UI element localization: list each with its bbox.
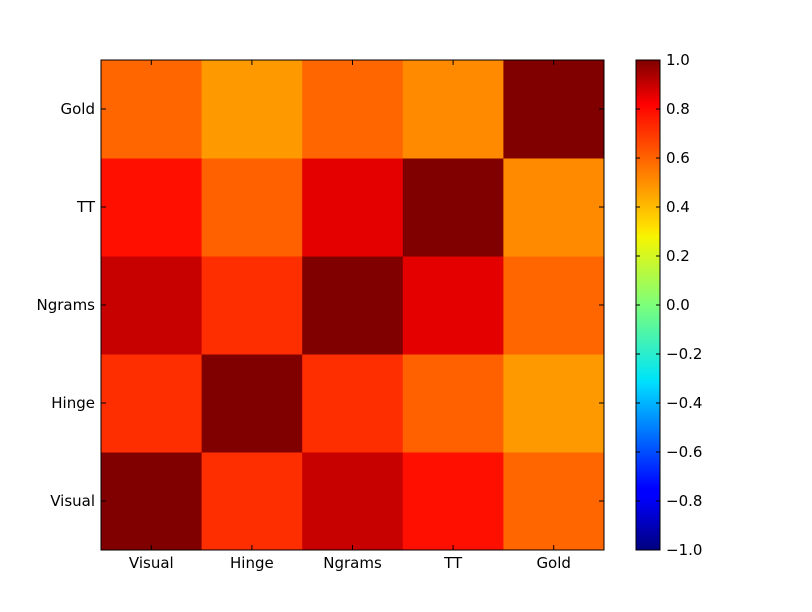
colorbar-tick-label: −0.8 xyxy=(666,492,702,510)
heatmap-cell xyxy=(402,256,504,355)
heatmap-cell xyxy=(503,452,605,551)
y-tick-label: Visual xyxy=(50,492,95,510)
y-axis: Visual Hinge Ngrams TT Gold xyxy=(36,100,604,510)
heatmap-cell xyxy=(302,452,404,551)
heatmap-cell xyxy=(201,256,303,355)
colorbar-tick-label: 0.0 xyxy=(666,296,690,314)
colorbar-tick-label: −0.4 xyxy=(666,394,702,412)
colorbar-tick-label: −0.2 xyxy=(666,345,702,363)
colorbar-tick-label: 1.0 xyxy=(666,51,690,69)
heatmap-cell xyxy=(402,158,504,257)
x-axis: Visual Hinge Ngrams TT Gold xyxy=(129,60,571,572)
colorbar-tick-label: 0.2 xyxy=(666,247,690,265)
heatmap-cell xyxy=(201,354,303,453)
heatmap-cell xyxy=(302,158,404,257)
x-tick-label: Gold xyxy=(536,554,571,572)
heatmap-cell xyxy=(503,256,605,355)
heatmap-cell xyxy=(101,354,203,453)
x-tick-label: Ngrams xyxy=(323,554,382,572)
colorbar-tick-label: 0.4 xyxy=(666,198,690,216)
heatmap-cell xyxy=(302,354,404,453)
y-tick-label: TT xyxy=(76,198,96,216)
heatmap-cell xyxy=(302,60,404,159)
colorbar-tick-label: −0.6 xyxy=(666,443,702,461)
heatmap-cells xyxy=(101,60,605,551)
colorbar-tick-label: −1.0 xyxy=(666,541,702,559)
heatmap-cell xyxy=(101,452,203,551)
heatmap-cell xyxy=(101,60,203,159)
heatmap-cell xyxy=(503,354,605,453)
x-tick-label: Hinge xyxy=(230,554,274,572)
heatmap-cell xyxy=(402,60,504,159)
y-tick-label: Hinge xyxy=(51,394,95,412)
y-tick-label: Ngrams xyxy=(36,296,95,314)
heatmap-cell xyxy=(201,452,303,551)
heatmap-cell xyxy=(302,256,404,355)
y-tick-label: Gold xyxy=(61,100,96,118)
heatmap-cell xyxy=(101,158,203,257)
heatmap-cell xyxy=(503,60,605,159)
heatmap-cell xyxy=(201,158,303,257)
heatmap-cell xyxy=(503,158,605,257)
x-tick-label: TT xyxy=(443,554,463,572)
heatmap-cell xyxy=(402,452,504,551)
colorbar-axis: −1.0 −0.8 −0.6 −0.4 −0.2 0.0 0.2 0.4 0.6 0.8 1.0 xyxy=(636,51,702,559)
colorbar-tick-label: 0.8 xyxy=(666,100,690,118)
heatmap-cell xyxy=(402,354,504,453)
heatmap-cell xyxy=(201,60,303,159)
x-tick-label: Visual xyxy=(129,554,174,572)
colorbar-tick-label: 0.6 xyxy=(666,149,690,167)
heatmap-cell xyxy=(101,256,203,355)
